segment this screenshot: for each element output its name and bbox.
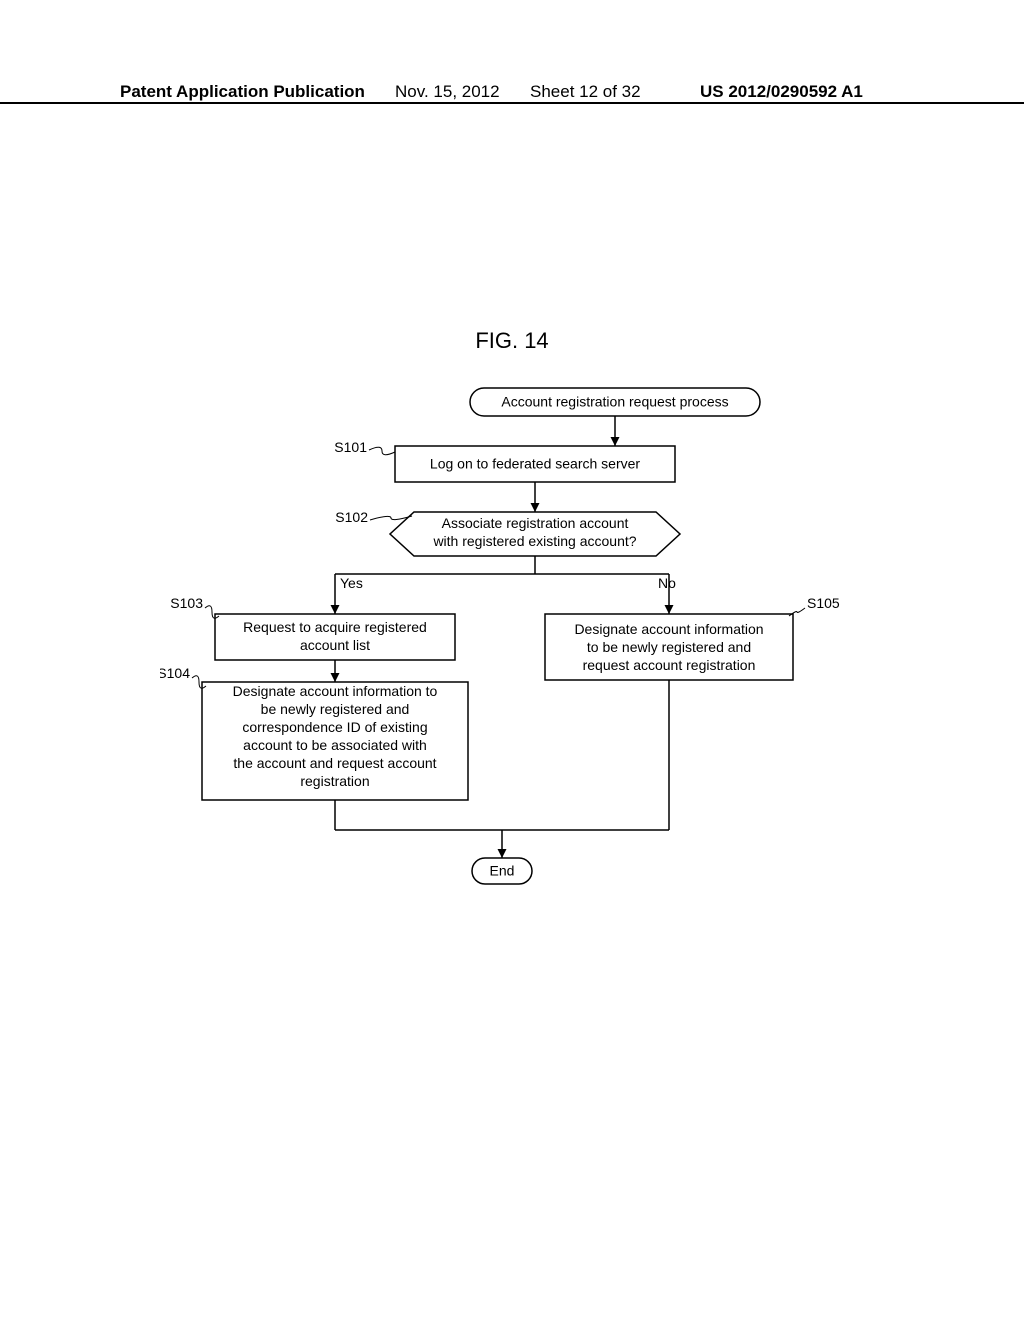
svg-text:with registered existing accou: with registered existing account? (432, 533, 636, 549)
header-date: Nov. 15, 2012 (395, 82, 500, 102)
svg-text:Account registration request p: Account registration request process (501, 394, 728, 410)
svg-text:registration: registration (300, 773, 369, 789)
svg-text:correspondence ID of existing: correspondence ID of existing (242, 719, 427, 735)
header-pubno: US 2012/0290592 A1 (700, 82, 863, 102)
node-s104: Designate account information to be newl… (160, 665, 468, 800)
svg-text:Designate account information: Designate account information to (233, 683, 438, 699)
node-end: End (472, 858, 532, 884)
branch-label-no: No (658, 575, 676, 591)
node-s102: Associate registration account with regi… (335, 509, 680, 556)
svg-text:S105: S105 (807, 595, 840, 611)
svg-text:Log on to federated search ser: Log on to federated search server (430, 456, 640, 472)
svg-text:be newly registered and: be newly registered and (261, 701, 410, 717)
svg-text:to be newly registered and: to be newly registered and (587, 639, 751, 655)
svg-text:S101: S101 (334, 439, 367, 455)
svg-text:S103: S103 (170, 595, 203, 611)
svg-text:S102: S102 (335, 509, 368, 525)
figure-title: FIG. 14 (0, 328, 1024, 354)
header-sheet: Sheet 12 of 32 (530, 82, 641, 102)
branch-label-yes: Yes (340, 575, 363, 591)
header-publication: Patent Application Publication (120, 82, 365, 102)
svg-text:request account registration: request account registration (583, 657, 756, 673)
svg-text:the account and request accoun: the account and request account (233, 755, 436, 771)
svg-text:Designate account information: Designate account information (574, 621, 763, 637)
svg-text:End: End (490, 863, 515, 879)
node-s103: Request to acquire registered account li… (170, 595, 455, 660)
svg-text:Associate registration account: Associate registration account (442, 515, 629, 531)
svg-text:Request to acquire registered: Request to acquire registered (243, 619, 427, 635)
node-s105: Designate account information to be newl… (545, 595, 840, 680)
node-start: Account registration request process (470, 388, 760, 416)
flowchart: Account registration request process Log… (160, 378, 860, 938)
svg-text:account to be associated with: account to be associated with (243, 737, 427, 753)
svg-text:S104: S104 (160, 665, 190, 681)
node-s101: Log on to federated search server S101 (334, 439, 675, 482)
svg-text:account list: account list (300, 637, 370, 653)
